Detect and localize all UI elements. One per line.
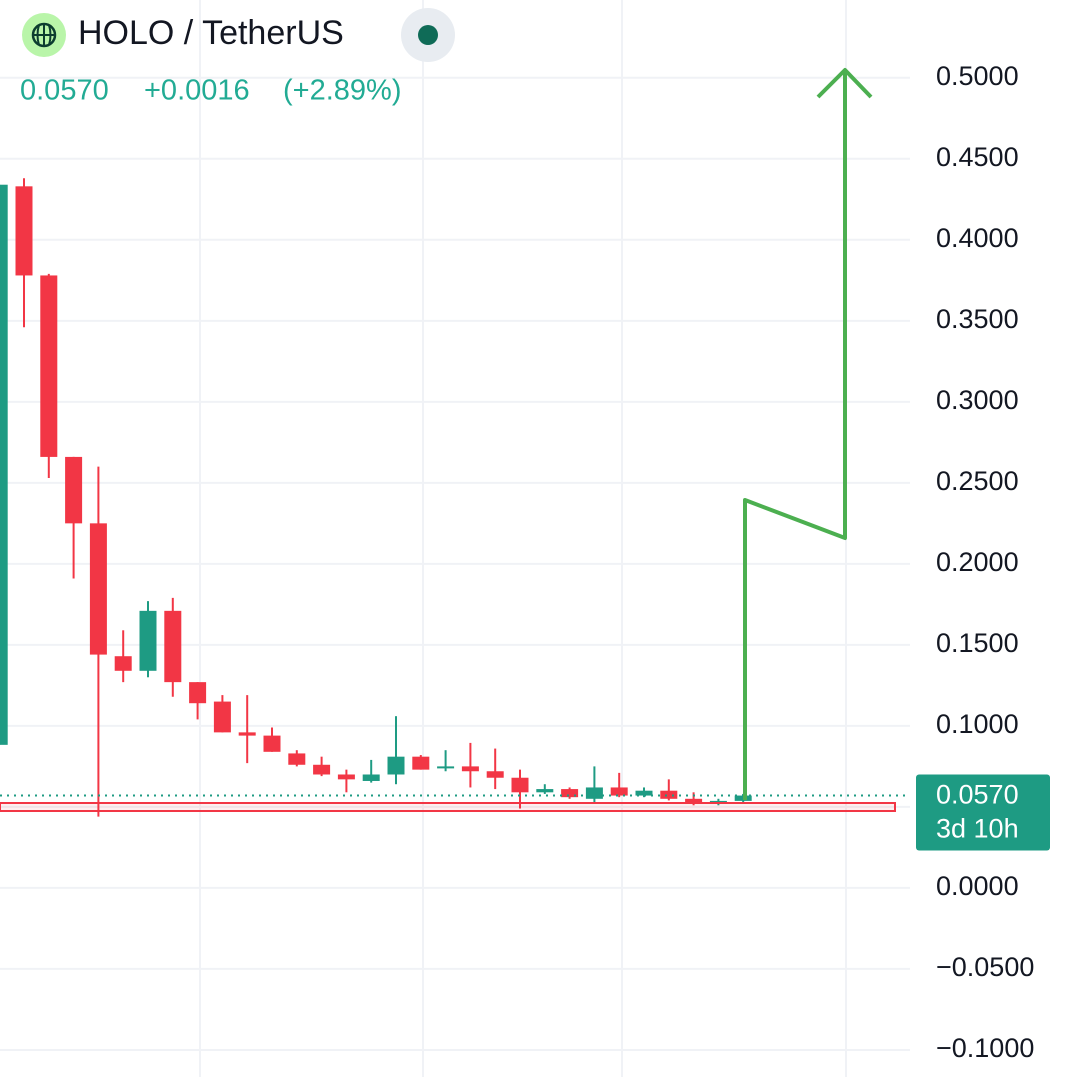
candle-body (685, 798, 703, 804)
time-grid (199, 0, 847, 1077)
y-tick-label: 0.1500 (936, 628, 1019, 658)
market-status-dot (418, 25, 438, 45)
candle-body (585, 787, 603, 799)
coin-icon-lines (33, 24, 55, 46)
price-change: +0.0016 (144, 75, 250, 107)
candle-body (139, 610, 157, 671)
candle-body (660, 790, 678, 799)
candle-body (114, 656, 132, 671)
candle-body (189, 682, 207, 704)
candle-body (362, 774, 380, 781)
candle-body (0, 184, 8, 745)
symbol: HOLO / TetherUS (78, 14, 344, 52)
y-tick-label: −0.1000 (936, 1033, 1034, 1063)
candle-body (213, 701, 231, 733)
candle-body (536, 789, 554, 793)
candle-body (313, 764, 331, 775)
candles (0, 178, 910, 817)
candle-body (164, 610, 182, 683)
last-price: 0.0570 (20, 75, 109, 107)
candle-body (561, 789, 579, 798)
candle-body (288, 753, 306, 765)
price-change-percent: (+2.89%) (283, 75, 401, 107)
candle-body (15, 186, 33, 276)
y-tick-label: 0.3000 (936, 385, 1019, 415)
y-tick-label: 0.3500 (936, 304, 1019, 334)
y-tick-label: 0.1000 (936, 709, 1019, 739)
candle-body (263, 735, 281, 752)
candle-body (412, 756, 430, 770)
candle-body (511, 777, 529, 793)
drawn-arrow (743, 68, 873, 800)
support-zone (0, 802, 896, 812)
candle-body (65, 456, 83, 524)
candle-body (89, 523, 107, 655)
y-tick-label: 0.5000 (936, 61, 1019, 91)
y-tick-label: 0.2500 (936, 466, 1019, 496)
candle-body (486, 771, 504, 778)
last-price-tag-label: 0.0570 (936, 780, 1019, 810)
candle-body (461, 766, 479, 772)
y-tick-label: −0.0500 (936, 952, 1034, 982)
y-tick-label: 0.4500 (936, 142, 1019, 172)
candle-body (709, 800, 727, 803)
candle-body (337, 774, 355, 780)
candle-body (387, 756, 405, 775)
header: HOLO / TetherUS 0.0570 +0.0016 (+2.89%) (20, 8, 455, 107)
last-price-tag (916, 774, 1050, 851)
candle-body (238, 732, 256, 736)
countdown: 3d 10h (936, 814, 1019, 844)
y-tick-label: 0.2000 (936, 547, 1019, 577)
candle-body (610, 787, 628, 796)
price-grid (0, 76, 910, 1051)
y-tick-label: 0.4000 (936, 223, 1019, 253)
candle-body (437, 766, 455, 769)
candle-body (635, 790, 653, 796)
price-axis: 0.5000 0.4500 0.4000 0.3500 0.3000 0.2500 0.20… (916, 61, 1050, 1063)
candle-body (40, 275, 58, 457)
y-tick-label: 0.0000 (936, 871, 1019, 901)
